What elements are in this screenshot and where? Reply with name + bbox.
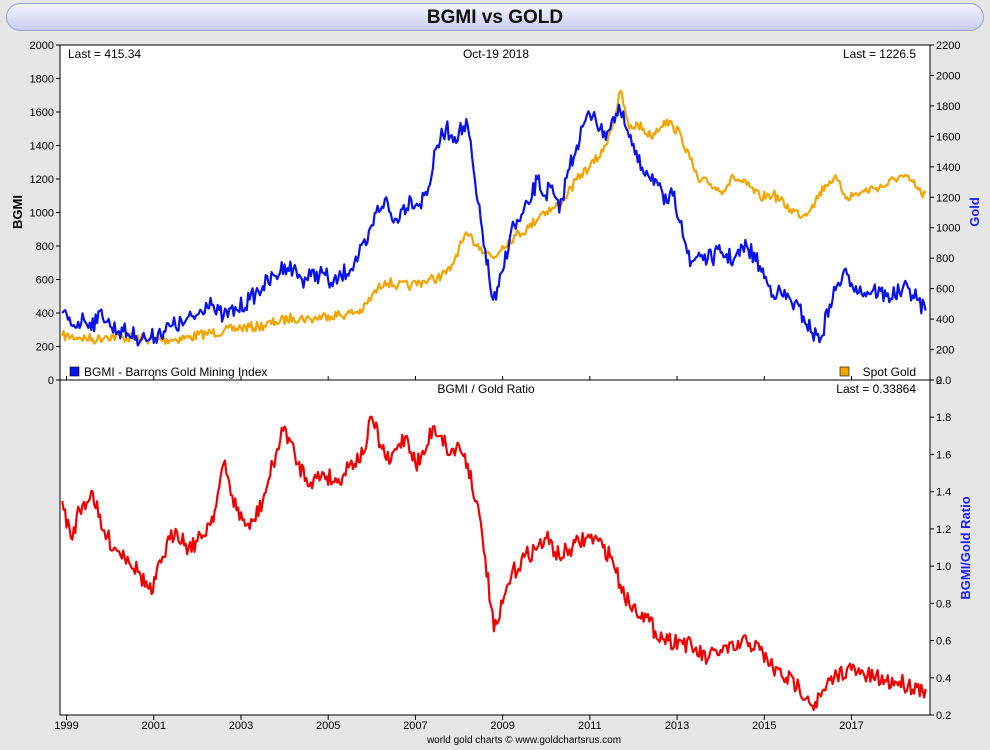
ratio-axis-tick-label: 1.6	[936, 449, 951, 461]
gold-axis-tick-label: 2200	[936, 40, 960, 52]
bgmi-axis-tick-label: 1000	[30, 208, 54, 220]
legend-gold-swatch	[839, 366, 850, 377]
gold-axis-tick-label: 0	[936, 375, 942, 387]
bgmi-axis-title: BGMI	[10, 195, 25, 229]
gold-axis-tick-label: 800	[936, 253, 954, 265]
ratio-axis-tick-label: 0.4	[936, 673, 951, 685]
gold-axis-tick-label: 200	[936, 345, 954, 357]
ratio-axis-tick-label: 1.0	[936, 561, 951, 573]
ratio-axis-tick-label: 0.8	[936, 598, 951, 610]
last-bgmi-label: Last = 415.34	[68, 47, 141, 61]
bgmi-axis-tick-label: 400	[36, 308, 54, 320]
date-label: Oct-19 2018	[463, 47, 529, 61]
legend-bgmi-label: BGMI - Barrons Gold Mining Index	[84, 365, 267, 379]
gold-axis-tick-label: 1600	[936, 131, 960, 143]
bottom-plot-area	[59, 379, 931, 716]
gold-axis-tick-label: 1000	[936, 223, 960, 235]
year-tick-label: 2011	[578, 720, 602, 732]
gold-axis-title: Gold	[967, 197, 982, 227]
year-tick-label: 1999	[54, 720, 78, 732]
bgmi-series-line	[61, 103, 927, 347]
chart-title: BGMI vs GOLD	[426, 7, 564, 28]
bgmi-axis-tick-label: 600	[36, 275, 54, 287]
gold-axis-tick-label: 1400	[936, 162, 960, 174]
ratio-axis-tick-label: 0.6	[936, 636, 951, 648]
last-gold-label: Last = 1226.5	[843, 47, 916, 61]
ratio-axis-tick-label: 1.2	[936, 524, 951, 536]
year-tick-label: 2003	[229, 720, 253, 732]
title-bar: BGMI vs GOLD	[6, 3, 984, 31]
ratio-axis-tick-label: 2.0	[936, 375, 951, 387]
bgmi-axis-tick-label: 1800	[30, 74, 54, 86]
gold-axis-tick-label: 1800	[936, 101, 960, 113]
year-tick-label: 2009	[490, 720, 514, 732]
year-tick-label: 2005	[316, 720, 340, 732]
top-plot-area	[59, 44, 931, 381]
bgmi-axis-tick-label: 1200	[30, 174, 54, 186]
legend-bgmi-swatch	[69, 366, 80, 377]
year-tick-label: 2015	[752, 720, 776, 732]
year-tick-label: 2013	[665, 720, 689, 732]
gold-axis-tick-label: 2000	[936, 70, 960, 82]
bgmi-axis-tick-label: 200	[36, 342, 54, 354]
gold-axis-tick-label: 1200	[936, 192, 960, 204]
ratio-axis-tick-label: 0.2	[936, 710, 951, 722]
bgmi-axis-tick-label: 1400	[30, 141, 54, 153]
footer-credit: world gold charts © www.goldchartsrus.co…	[426, 735, 621, 746]
gold-series-line	[61, 89, 927, 345]
bgmi-axis-tick-label: 0	[48, 375, 54, 387]
gold-axis-tick-label: 400	[936, 314, 954, 326]
gold-axis-tick-label: 600	[936, 284, 954, 296]
year-tick-label: 2007	[403, 720, 427, 732]
legend-gold-label: Spot Gold	[863, 365, 916, 379]
bgmi-axis-tick-label: 1600	[30, 107, 54, 119]
bgmi-axis-tick-label: 800	[36, 241, 54, 253]
ratio-axis-tick-label: 1.8	[936, 412, 951, 424]
last-ratio-label: Last = 0.33864	[836, 382, 916, 396]
year-tick-label: 2017	[839, 720, 863, 732]
ratio-axis-title: BGMI/Gold Ratio	[958, 496, 973, 599]
year-tick-label: 2001	[142, 720, 166, 732]
ratio-series-line	[61, 415, 927, 712]
ratio-title: BGMI / Gold Ratio	[437, 382, 535, 396]
ratio-axis-tick-label: 1.4	[936, 487, 951, 499]
bgmi-axis-tick-label: 2000	[30, 40, 54, 52]
